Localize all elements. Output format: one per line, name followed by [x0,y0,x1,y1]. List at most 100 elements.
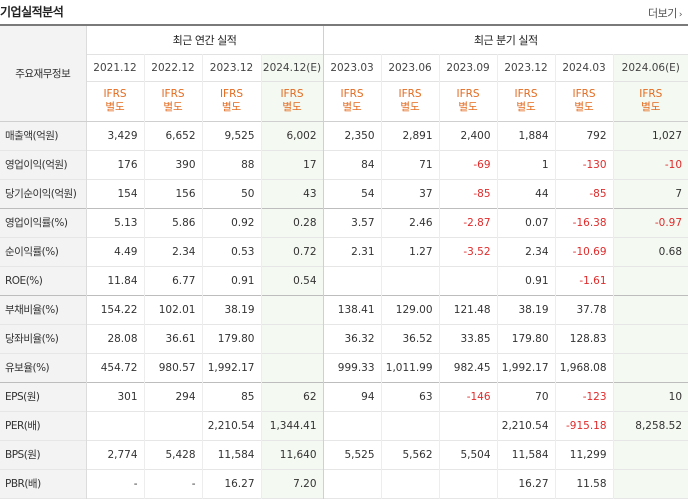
table-row: 영업이익률(%) 5.13 5.86 0.92 0.28 3.57 2.46 -2.87 0.0… [0,208,688,237]
value-cell: 176 [86,150,145,179]
value-cell [613,353,688,382]
value-cell: 8,258.52 [613,411,688,440]
value-cell: 2.31 [323,237,382,266]
value-cell: 36.61 [144,324,203,353]
value-cell: 982.45 [439,353,498,382]
value-cell: 294 [144,382,203,411]
value-cell: 179.80 [202,324,262,353]
value-cell: 6,002 [261,121,324,150]
value-cell: 129.00 [381,295,440,324]
quarterly-group-header: 최근 분기 실적 [323,24,688,54]
value-cell [86,411,145,440]
value-cell: 85 [202,382,262,411]
value-cell: 121.48 [439,295,498,324]
row-label: 매출액(억원) [0,121,87,150]
row-label: PER(배) [0,411,87,440]
value-cell: 1,344.41 [261,411,324,440]
financial-summary-table: 주요재무정보 최근 연간 실적 최근 분기 실적 2021.12 2022.12 2… [0,24,688,499]
value-cell: 37.78 [555,295,614,324]
ifrs-header: IFRS 별도 [555,81,614,121]
value-cell: 128.83 [555,324,614,353]
value-cell: 0.07 [497,208,556,237]
table-row: ROE(%) 11.84 6.77 0.91 0.54 0.91 -1.61 [0,266,688,295]
value-cell: 88 [202,150,262,179]
value-cell: -146 [439,382,498,411]
value-cell: 154 [86,179,145,208]
value-cell [381,266,440,295]
value-cell: 2,350 [323,121,382,150]
ifrs-type-label: 별도 [516,101,536,113]
value-cell: 1,968.08 [555,353,614,382]
value-cell: 0.54 [261,266,324,295]
value-cell: 70 [497,382,556,411]
value-cell: 0.91 [202,266,262,295]
ifrs-header: IFRS 별도 [613,81,688,121]
ifrs-type-label: 별도 [105,101,125,113]
value-cell: -69 [439,150,498,179]
more-link[interactable]: 더보기 › [648,5,683,21]
value-cell: 38.19 [497,295,556,324]
value-cell: 2.46 [381,208,440,237]
value-cell: -915.18 [555,411,614,440]
annual-group-header: 최근 연간 실적 [86,24,324,54]
value-cell: 11,299 [555,440,614,469]
value-cell [439,469,498,498]
value-cell: 11,584 [202,440,262,469]
ifrs-type-label: 별도 [163,101,183,113]
ifrs-header: IFRS 별도 [261,81,324,121]
value-cell: 54 [323,179,382,208]
row-label: EPS(원) [0,382,87,411]
value-cell: -10.69 [555,237,614,266]
period-header: 2023.03 [323,54,382,81]
period-header: 2023.06 [381,54,440,81]
value-cell: 7 [613,179,688,208]
ifrs-header: IFRS 별도 [497,81,556,121]
period-header: 2022.12 [144,54,203,81]
value-cell [381,469,440,498]
value-cell: -123 [555,382,614,411]
value-cell: 4.49 [86,237,145,266]
value-cell [323,266,382,295]
value-cell: 16.27 [202,469,262,498]
table-row: PBR(배) - -16.27 7.20 16.27 11.58 [0,469,688,498]
value-cell: 1 [497,150,556,179]
value-cell: 0.72 [261,237,324,266]
ifrs-header: IFRS 별도 [202,81,262,121]
value-cell: 33.85 [439,324,498,353]
ifrs-header: IFRS 별도 [144,81,203,121]
table-body: 매출액(억원) 3,429 6,652 9,525 6,002 2,350 2,891 2,4… [0,121,688,498]
value-cell [613,324,688,353]
value-cell: 5.86 [144,208,203,237]
ifrs-label: IFRS [103,88,127,100]
value-cell: 980.57 [144,353,203,382]
value-cell: 1.27 [381,237,440,266]
period-header: 2021.12 [86,54,145,81]
value-cell: 94 [323,382,382,411]
row-label: 당좌비율(%) [0,324,87,353]
value-cell: 179.80 [497,324,556,353]
value-cell: 154.22 [86,295,145,324]
value-cell: 84 [323,150,382,179]
value-cell [613,295,688,324]
value-cell [381,411,440,440]
value-cell: 0.68 [613,237,688,266]
value-cell: 6.77 [144,266,203,295]
ifrs-label: IFRS [161,88,185,100]
ifrs-label: IFRS [572,88,596,100]
value-cell: 5.13 [86,208,145,237]
value-cell [261,295,324,324]
table-row: BPS(원) 2,774 5,428 11,584 11,640 5,525 5,562 5,… [0,440,688,469]
value-cell [323,411,382,440]
ifrs-label: IFRS [639,88,663,100]
value-cell: 2,210.54 [202,411,262,440]
value-cell: 63 [381,382,440,411]
ifrs-label: IFRS [456,88,480,100]
value-cell: 71 [381,150,440,179]
value-cell: -1.61 [555,266,614,295]
row-label: 당기순이익(억원) [0,179,87,208]
value-cell: 2,774 [86,440,145,469]
table-row: EPS(원) 301 294 85 62 94 63 -146 70 -123 10 [0,382,688,411]
section-title: 기업실적분석 [0,5,64,19]
value-cell: 37 [381,179,440,208]
value-cell: 5,504 [439,440,498,469]
